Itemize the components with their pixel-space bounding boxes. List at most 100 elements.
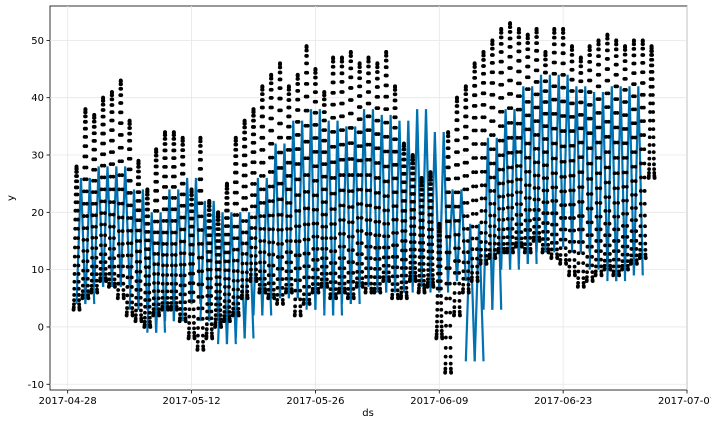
data-point (568, 158, 573, 163)
y-tick-label: 10 (31, 265, 44, 276)
data-point (272, 292, 276, 297)
data-point (213, 313, 218, 318)
observed-day (425, 170, 436, 289)
data-point (125, 306, 129, 310)
data-point (545, 221, 550, 225)
data-point (294, 193, 299, 198)
data-point (77, 298, 81, 303)
data-point (430, 249, 435, 254)
data-point (99, 175, 104, 180)
data-point (245, 293, 250, 298)
data-point (420, 183, 424, 188)
data-point (429, 220, 434, 224)
data-point (474, 224, 479, 229)
data-point (280, 286, 285, 290)
data-point (541, 221, 546, 225)
data-point (75, 179, 80, 184)
data-point (465, 226, 470, 231)
data-point (331, 90, 336, 95)
data-point (329, 160, 334, 165)
data-point (368, 173, 372, 177)
data-point (195, 339, 200, 344)
data-point (615, 155, 620, 160)
data-point (501, 235, 506, 240)
data-point (588, 78, 593, 83)
data-point (446, 130, 451, 134)
data-point (346, 270, 351, 275)
data-point (101, 108, 106, 112)
data-point (89, 283, 94, 288)
observed-day (487, 38, 498, 261)
data-point (399, 280, 404, 285)
data-point (152, 241, 157, 246)
data-point (154, 147, 159, 152)
data-point (632, 46, 637, 51)
data-point (368, 188, 373, 193)
data-point (595, 155, 599, 160)
data-point (603, 233, 608, 238)
data-point (234, 161, 239, 166)
data-point (580, 140, 584, 145)
data-point (142, 319, 147, 324)
data-point (523, 242, 528, 247)
data-point (314, 123, 319, 127)
data-point (271, 213, 275, 218)
data-point (129, 241, 134, 246)
data-point (126, 203, 131, 208)
data-point (550, 232, 554, 237)
data-point (181, 192, 186, 197)
data-point (579, 59, 583, 64)
data-point (391, 217, 396, 222)
data-point (358, 65, 362, 70)
data-point (333, 222, 337, 226)
data-point (314, 136, 319, 140)
data-point (616, 257, 621, 262)
data-point (571, 173, 576, 178)
data-point (72, 279, 77, 284)
observed-day (275, 61, 285, 306)
data-point (161, 207, 166, 212)
observed-day (266, 72, 277, 301)
data-point (563, 227, 568, 232)
data-point (337, 281, 342, 286)
data-point (536, 119, 540, 124)
data-point (457, 312, 462, 317)
data-point (647, 167, 652, 172)
data-point (482, 81, 487, 85)
data-point (553, 126, 558, 131)
data-point (552, 42, 557, 47)
data-point (355, 281, 359, 285)
data-point (608, 258, 612, 263)
data-point (581, 281, 586, 285)
data-point (444, 323, 448, 328)
data-point (94, 264, 99, 269)
data-point (137, 190, 142, 195)
data-point (160, 301, 165, 305)
data-point (400, 248, 404, 253)
data-point (448, 346, 453, 350)
data-point (382, 194, 387, 199)
data-point (198, 143, 203, 148)
data-point (621, 170, 626, 175)
data-point (289, 260, 294, 265)
data-point (124, 310, 129, 315)
data-point (606, 105, 611, 110)
data-point (261, 174, 266, 178)
data-point (372, 281, 377, 286)
data-point (134, 302, 138, 307)
data-point (483, 208, 488, 213)
data-point (431, 277, 435, 282)
data-point (462, 214, 466, 219)
data-point (188, 252, 193, 257)
data-point (288, 200, 293, 205)
data-point (625, 198, 629, 203)
data-point (257, 276, 262, 281)
data-point (152, 219, 157, 224)
data-point (279, 121, 283, 126)
data-point (570, 44, 574, 49)
data-point (616, 200, 620, 205)
data-point (183, 312, 188, 317)
data-point (475, 256, 479, 261)
data-point (514, 202, 519, 207)
data-point (156, 289, 161, 294)
